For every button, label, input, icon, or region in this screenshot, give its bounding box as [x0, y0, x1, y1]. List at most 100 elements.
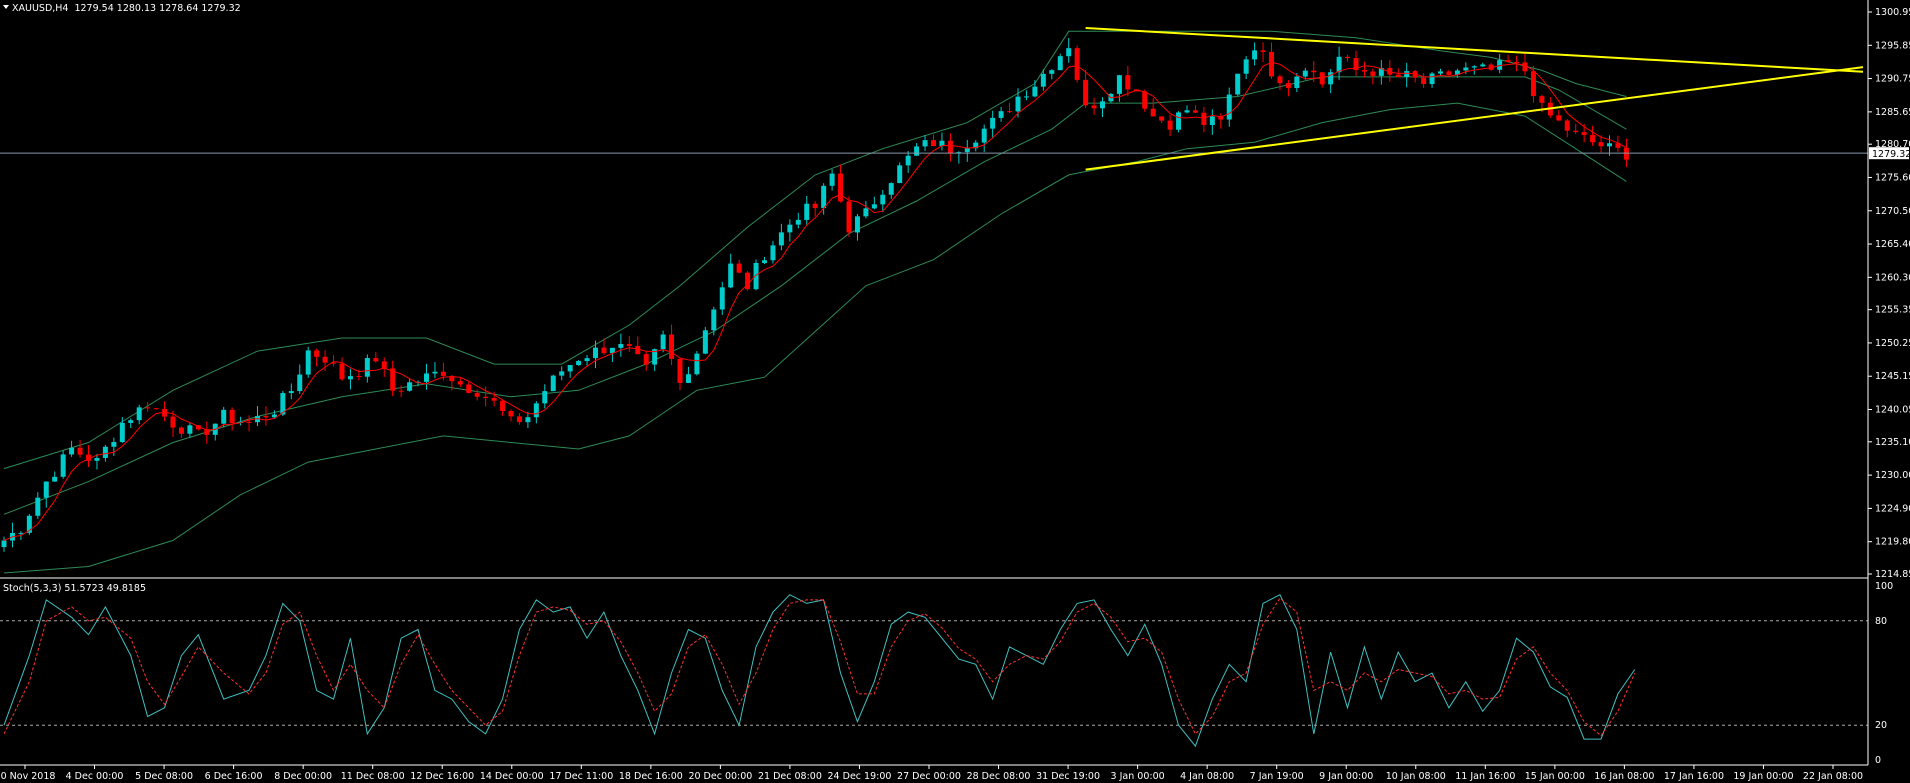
candle-body: [1023, 96, 1029, 98]
x-tick-label: 16 Jan 08:00: [1594, 771, 1654, 782]
candle-body: [1480, 64, 1486, 67]
candle-body: [1446, 71, 1452, 75]
candle-body: [364, 358, 370, 377]
candle-body: [60, 454, 66, 477]
candle-body: [339, 363, 345, 380]
y-tick-label: 1270.50: [1875, 206, 1910, 217]
x-tick-label: 7 Jan 19:00: [1250, 771, 1304, 782]
candle-body: [626, 344, 632, 346]
candle-body: [1007, 111, 1013, 113]
candle-body: [516, 416, 522, 423]
candle-body: [18, 532, 24, 534]
candle-body: [424, 373, 429, 382]
candle-body: [973, 142, 979, 149]
x-tick-label: 15 Jan 00:00: [1525, 771, 1585, 782]
candle-body: [1040, 73, 1046, 87]
stoch-tick-label: 100: [1875, 581, 1893, 592]
candle-body: [111, 442, 117, 447]
candle-body: [787, 224, 793, 233]
x-tick-label: 20 Dec 00:00: [688, 771, 752, 782]
x-tick-label: 11 Dec 08:00: [341, 771, 405, 782]
x-tick-label: 28 Dec 08:00: [967, 771, 1031, 782]
candle-body: [677, 358, 683, 383]
candle-body: [1116, 75, 1122, 94]
y-tick-label: 1224.90: [1875, 503, 1910, 514]
candle-body: [1302, 70, 1308, 77]
candle-body: [500, 400, 506, 411]
candle-body: [609, 347, 615, 354]
candle-body: [1209, 116, 1215, 125]
stoch-main-line: [3, 594, 1636, 748]
candle-body: [1573, 130, 1579, 133]
candle-body: [1218, 116, 1224, 120]
candle-body: [204, 429, 210, 435]
candle-body: [1083, 79, 1089, 106]
candle-body: [1387, 67, 1393, 75]
y-tick-label: 1260.30: [1875, 272, 1910, 283]
candle-body: [373, 358, 379, 362]
candle-body: [119, 422, 125, 443]
y-tick-label: 1214.85: [1875, 569, 1910, 580]
candle-body: [795, 219, 801, 225]
candle-body: [43, 481, 49, 498]
candle-body: [990, 117, 996, 129]
y-tick-label: 1290.75: [1875, 74, 1910, 85]
candle-body: [432, 371, 438, 374]
stoch-tick-label: 0: [1875, 755, 1881, 766]
x-tick-label: 10 Jan 08:00: [1386, 771, 1446, 782]
candle-body: [846, 201, 852, 233]
candle-body: [1497, 60, 1503, 70]
candle-body: [584, 358, 590, 362]
candle-body: [288, 391, 294, 394]
y-tick-label: 1300.95: [1875, 7, 1910, 18]
candle-body: [694, 353, 700, 375]
candle-body: [1066, 48, 1072, 57]
candle-body: [390, 368, 396, 391]
x-tick-label: 11 Jan 16:00: [1455, 771, 1515, 782]
candle-body: [94, 458, 100, 461]
candle-body: [567, 365, 573, 372]
candle-body: [838, 173, 844, 202]
candle-body: [753, 262, 759, 290]
candle-body: [601, 347, 607, 354]
candle-body: [821, 185, 827, 209]
trendline-2: [1085, 66, 1864, 171]
candle-body: [1294, 76, 1300, 88]
candle-body: [1505, 60, 1511, 62]
candle-body: [1176, 112, 1182, 130]
candle-body: [52, 476, 58, 482]
candle-body: [1285, 83, 1291, 88]
stochastic-panel[interactable]: [0, 594, 1868, 748]
candle-body: [1226, 94, 1232, 120]
x-tick-label: 18 Dec 16:00: [619, 771, 683, 782]
bollinger-upper-band: [3, 30, 1627, 470]
candle-body: [449, 375, 455, 382]
candle-body: [1, 540, 7, 548]
candle-body: [804, 203, 810, 220]
candle-body: [922, 140, 928, 147]
candle-body: [905, 155, 911, 166]
candle-body: [1100, 101, 1105, 109]
candle-body: [728, 263, 734, 288]
candle-body: [457, 381, 463, 385]
x-tick-label: 30 Nov 2018: [0, 771, 55, 782]
candle-body: [1311, 70, 1317, 73]
candle-body: [812, 203, 818, 209]
candle-body: [593, 347, 598, 359]
candle-body: [69, 447, 75, 455]
y-tick-label: 1245.15: [1875, 371, 1910, 382]
candle-body: [246, 421, 252, 423]
candle-body: [1159, 116, 1165, 121]
candle-body: [888, 183, 894, 195]
candle-body: [1429, 73, 1435, 85]
candle-body: [1463, 67, 1469, 71]
candle-body: [1269, 51, 1274, 77]
candle-body: [1370, 71, 1376, 76]
candle-body: [660, 334, 666, 350]
candle-body: [347, 376, 353, 380]
candle-body: [195, 425, 201, 430]
price-panel[interactable]: [0, 26, 1868, 574]
candle-body: [1590, 134, 1596, 143]
candle-body: [1336, 56, 1342, 73]
